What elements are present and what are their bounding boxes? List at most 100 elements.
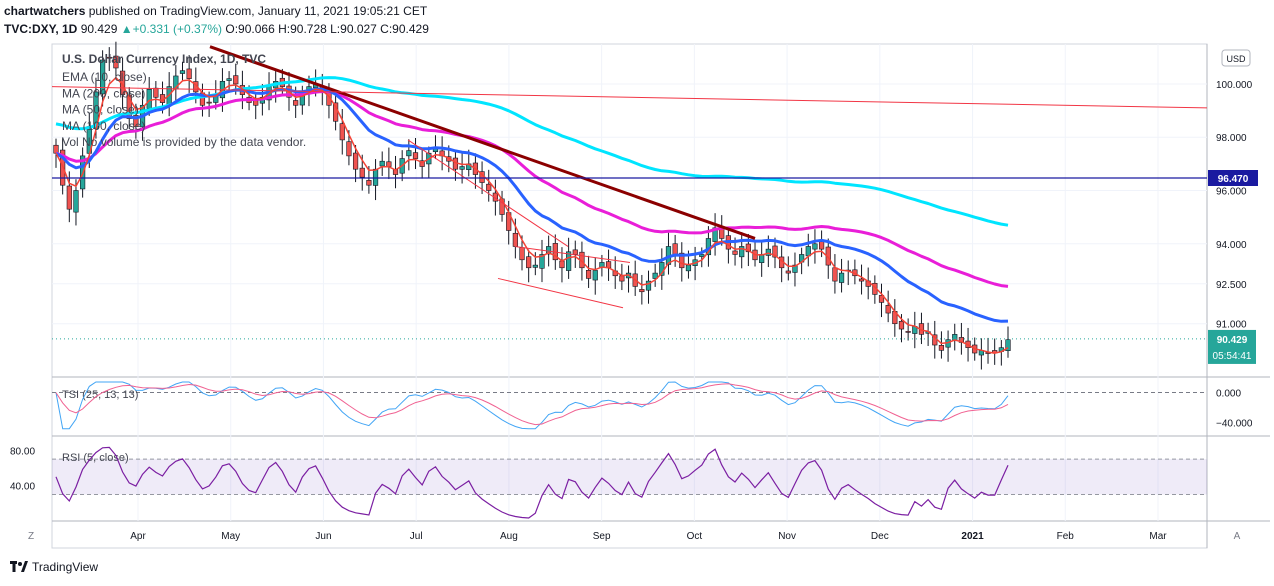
author: chartwatchers	[4, 4, 86, 18]
candle	[386, 161, 392, 167]
candle	[885, 304, 891, 314]
candle	[146, 88, 152, 109]
candle	[572, 249, 578, 255]
publish-rest: published on TradingView.com, January 11…	[85, 4, 428, 18]
candle	[126, 94, 132, 119]
candle	[818, 241, 825, 250]
tsi-signal-line	[55, 383, 1009, 426]
candle	[546, 246, 552, 255]
symbol: TVC:DXY, 1D	[4, 22, 78, 36]
candle	[206, 101, 212, 104]
candle	[186, 68, 192, 79]
candle	[379, 160, 385, 167]
candle	[858, 278, 865, 282]
tsi-line	[55, 381, 1009, 430]
candle	[100, 59, 106, 95]
publish-info: chartwatchers published on TradingView.c…	[4, 4, 427, 18]
auto-scale-label: A	[1234, 531, 1241, 542]
zoom-button	[22, 527, 40, 543]
rsi-label: RSI (5, close)	[62, 452, 129, 464]
trendline-main	[209, 45, 756, 240]
y-tick-label: 91.000	[1216, 320, 1247, 331]
candle	[539, 254, 545, 269]
x-tick-label: Mar	[1149, 531, 1167, 542]
chart-title: U.S. Dollar Currency Index, 1D, TVC	[62, 52, 266, 66]
legend-entry: MA (50, close)	[62, 103, 139, 117]
candle	[73, 190, 79, 213]
candle	[359, 167, 365, 178]
level-tag	[1208, 169, 1258, 186]
brand-name: TradingView	[32, 560, 99, 574]
symbol-info: TVC:DXY, 1D 90.429 ▲+0.331 (+0.37%) O:90…	[4, 22, 429, 36]
candle	[585, 270, 592, 279]
x-tick-label: Jul	[410, 531, 423, 542]
legend-entry: Vol No volume is provided by the data ve…	[62, 135, 306, 149]
x-tick-label: May	[221, 531, 240, 542]
last-price-tag	[1208, 329, 1256, 364]
rsi-band	[52, 459, 1207, 495]
y-tick-label: 94.000	[1216, 240, 1247, 251]
x-tick-label: Feb	[1057, 531, 1075, 542]
candle	[532, 264, 538, 268]
candle	[352, 152, 359, 170]
ohlc: O:90.066 H:90.728 L:90.027 C:90.429	[225, 22, 429, 36]
tsi-tick-label: 0.000	[1216, 389, 1241, 400]
candle	[526, 256, 532, 269]
channel-lower	[497, 277, 624, 309]
candle	[133, 115, 139, 127]
candle	[1005, 339, 1011, 351]
candle	[732, 250, 738, 255]
rsi-tick-label: 80.00	[10, 446, 35, 457]
candle	[592, 270, 598, 281]
x-tick-label: Jun	[315, 531, 331, 542]
countdown-label: 05:54:41	[1213, 351, 1252, 362]
candle	[898, 320, 905, 330]
candle	[512, 232, 518, 247]
candle	[339, 123, 345, 141]
candle	[772, 245, 778, 258]
candle	[639, 289, 645, 293]
currency-label: USD	[1226, 54, 1246, 64]
candle	[346, 141, 352, 157]
x-tick-label: Sep	[593, 531, 611, 542]
candle	[832, 267, 838, 282]
candle	[459, 166, 465, 170]
ma-100-line	[55, 90, 1009, 288]
y-tick-label: 96.000	[1216, 187, 1247, 198]
candle	[838, 272, 845, 283]
legend-entry: EMA (10, close)	[62, 70, 147, 84]
candle	[645, 280, 652, 291]
x-tick-label: Aug	[500, 531, 518, 542]
x-tick-label: Nov	[778, 531, 796, 542]
candle	[106, 56, 112, 59]
candle	[745, 243, 751, 253]
candle	[739, 246, 745, 258]
y-tick-label: 100.000	[1216, 80, 1253, 91]
candle	[679, 252, 685, 269]
last-price-label: 90.429	[1217, 335, 1248, 346]
candle	[559, 260, 565, 269]
candle	[812, 243, 818, 250]
candle	[412, 152, 419, 159]
candle	[113, 55, 119, 69]
x-tick-label: 2021	[961, 531, 984, 542]
candle	[372, 168, 379, 186]
brand: TradingView	[10, 560, 98, 574]
legend-entry: MA (200, close)	[62, 86, 145, 100]
candle	[765, 248, 771, 256]
trendline-long	[51, 86, 1208, 109]
candle	[153, 87, 159, 98]
candle	[685, 264, 692, 272]
candle	[699, 254, 705, 257]
zoom-label: Z	[28, 531, 34, 542]
rsi-line	[55, 446, 1009, 519]
candle	[486, 183, 492, 191]
candle	[619, 275, 625, 282]
y-tick-label: 98.000	[1216, 133, 1247, 144]
currency-box	[1221, 49, 1251, 67]
rsi-tick-label: 40.00	[10, 482, 35, 493]
candle	[293, 100, 299, 106]
candle	[179, 70, 186, 74]
candle	[233, 75, 239, 85]
